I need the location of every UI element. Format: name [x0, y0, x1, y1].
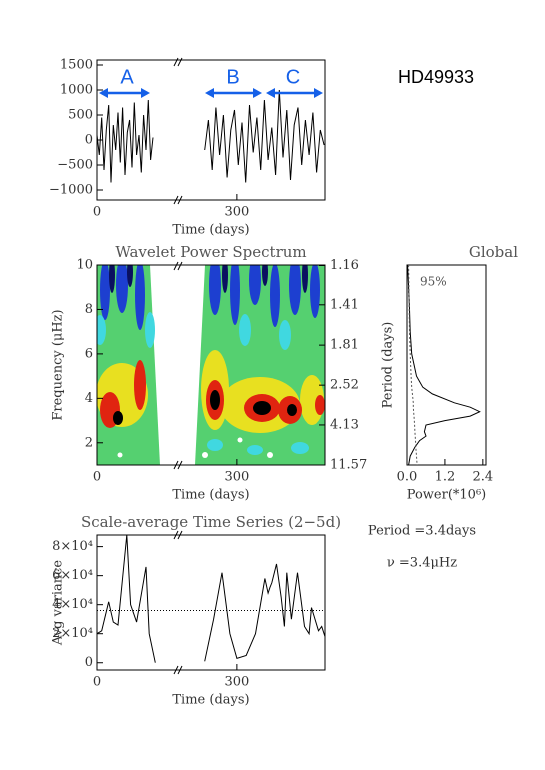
y2-tick-label: 2.52 — [330, 378, 359, 393]
annotation: 95% — [420, 275, 447, 289]
x-tick-label: 2.4 — [472, 470, 493, 485]
y-axis-label: Period (days) — [381, 322, 396, 409]
annotation: HD49933 — [398, 67, 474, 87]
y-tick-label: 2 — [85, 435, 93, 450]
series-line — [407, 264, 481, 466]
y-axis-label: Frequency (μHz) — [51, 309, 66, 420]
annotation: ν =3.4μHz — [387, 556, 457, 571]
arrow-head — [253, 88, 262, 98]
x-tick-label: 300 — [224, 470, 249, 485]
x-axis-label: Time (days) — [172, 488, 249, 503]
y2-tick-label: 4.13 — [330, 417, 359, 432]
y-tick-label: 0 — [85, 655, 93, 670]
arrow-head — [141, 88, 150, 98]
annotation: A — [120, 66, 134, 88]
axis-breaks — [173, 57, 183, 675]
x-tick-label: 300 — [224, 205, 249, 220]
x-tick-label: 1.2 — [435, 470, 456, 485]
chart-title: Scale-average Time Series (2−5d) — [81, 513, 341, 531]
series-line — [96, 534, 326, 663]
chart-title: Global — [469, 243, 518, 261]
y-axis-label: Avg variance — [51, 560, 66, 647]
y-tick-label: 6×10⁴ — [52, 568, 93, 583]
x-tick-label: 300 — [224, 675, 249, 690]
plot-frame — [406, 264, 487, 466]
annotation: C — [286, 66, 300, 88]
y2-tick-label: 1.81 — [330, 338, 359, 353]
chart-title: Wavelet Power Spectrum — [115, 243, 306, 261]
y-tick-label: 8×10⁴ — [52, 539, 93, 554]
x-axis-label: Power(*10⁶) — [407, 488, 486, 503]
x-tick-label: 0 — [93, 675, 101, 690]
y-tick-label: −1000 — [49, 183, 93, 198]
arrow-head — [266, 88, 275, 98]
y-tick-label: −500 — [57, 158, 93, 173]
arrow-head — [314, 88, 323, 98]
y-tick-label: 6 — [85, 346, 93, 361]
arrow-head — [99, 88, 108, 98]
y-tick-label: 500 — [68, 108, 93, 123]
series-line — [408, 264, 418, 466]
y-tick-label: 2×10⁴ — [52, 626, 93, 641]
x-axis-label: Time (days) — [172, 693, 249, 708]
y2-tick-label: 1.41 — [330, 297, 359, 312]
x-tick-label: 0 — [93, 470, 101, 485]
plot-frame — [96, 534, 326, 671]
plot-frame — [96, 264, 326, 466]
arrow-head — [205, 88, 214, 98]
series-line — [96, 89, 325, 183]
y-tick-label: 1500 — [60, 58, 93, 73]
y2-tick-label: 1.16 — [330, 258, 359, 273]
wavelet-image — [97, 265, 325, 465]
x-tick-label: 0 — [93, 205, 101, 220]
x-axis-label: Time (days) — [172, 223, 249, 238]
y-tick-label: 8 — [85, 302, 93, 317]
y-tick-label: 0 — [85, 133, 93, 148]
annotation: B — [226, 66, 239, 88]
y-tick-label: 4 — [85, 391, 93, 406]
y-tick-label: 1000 — [60, 83, 93, 98]
y-tick-label: 10 — [76, 258, 93, 273]
y-tick-label: 4×10⁴ — [52, 597, 93, 612]
x-tick-label: 0.0 — [397, 470, 418, 485]
plot-frame — [96, 59, 326, 201]
y2-tick-label: 11.57 — [330, 457, 367, 472]
annotation: Period =3.4days — [368, 524, 476, 539]
